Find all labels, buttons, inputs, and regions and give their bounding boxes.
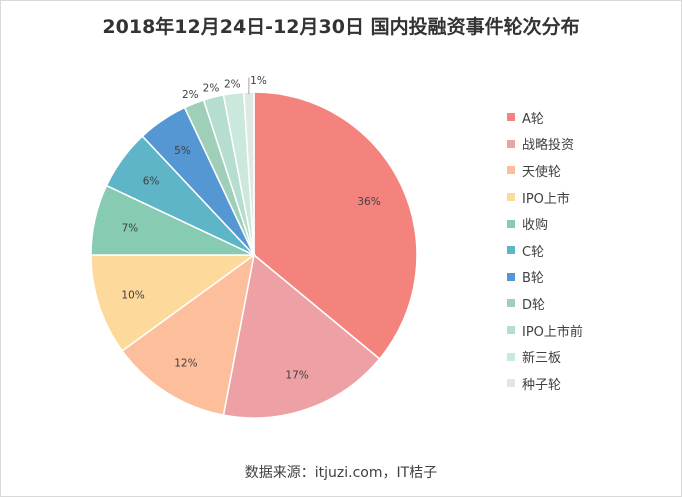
legend-label: IPO上市 (522, 191, 570, 207)
legend-item-1: A轮 (507, 104, 583, 131)
pie-slice-2 (222, 253, 381, 419)
legend-label: D轮 (522, 297, 546, 313)
legend-item-3: 天使轮 (507, 157, 583, 184)
data-label-8: 2% (182, 89, 199, 101)
legend: A轮战略投资天使轮 IPO上市收购 C轮 B轮 D轮 IPO上市前 新三板种子轮 (507, 104, 583, 397)
legend-item-7: B轮 (507, 264, 583, 291)
legend-swatch (507, 246, 515, 255)
data-label-6: 6% (143, 175, 160, 187)
data-label-5: 7% (122, 222, 139, 234)
pie-slice-1 (253, 91, 418, 360)
legend-item-8: D轮 (507, 290, 583, 317)
pie-slice-4 (90, 254, 257, 352)
legend-label: C轮 (522, 244, 545, 260)
legend-label: A轮 (522, 111, 544, 127)
source-note: 数据来源：itjuzi.com，IT桔子 (244, 465, 438, 481)
data-label-10: 2% (224, 78, 241, 90)
legend-label: B轮 (522, 271, 544, 287)
legend-label: IPO上市前 (522, 324, 583, 340)
data-label-7: 5% (174, 145, 191, 157)
legend-swatch (507, 326, 515, 335)
data-label-4: 10% (121, 289, 144, 301)
legend-label: 收购 (522, 218, 549, 234)
legend-label: 天使轮 (522, 164, 562, 180)
legend-item-2: 战略投资 (507, 131, 583, 158)
legend-swatch (507, 352, 515, 361)
data-label-11: 1% (250, 75, 267, 87)
legend-swatch (507, 193, 515, 202)
legend-item-5: 收购 (507, 210, 583, 237)
legend-label: 战略投资 (522, 138, 575, 154)
legend-item-10: 新三板 (507, 343, 583, 370)
legend-swatch (507, 299, 515, 308)
legend-item-9: IPO上市前 (507, 317, 583, 344)
legend-swatch (507, 219, 515, 228)
chart-title: 2018年12月24日-12月30日 国内投融资事件轮次分布 (102, 16, 580, 38)
legend-item-4: IPO上市 (507, 184, 583, 211)
legend-label: 新三板 (522, 351, 562, 367)
data-label-9: 2% (203, 82, 220, 94)
data-label-3: 12% (174, 357, 197, 369)
pie-slice-3 (121, 253, 256, 416)
legend-item-11: 种子轮 (507, 370, 583, 397)
legend-swatch (507, 113, 515, 122)
legend-item-6: C轮 (507, 237, 583, 264)
leader-line-11 (248, 77, 250, 95)
legend-swatch (507, 139, 515, 148)
legend-label: 种子轮 (522, 377, 562, 393)
legend-swatch (507, 379, 515, 388)
legend-swatch (507, 166, 515, 175)
data-label-2: 17% (285, 370, 308, 382)
data-label-1: 36% (357, 196, 380, 208)
legend-swatch (507, 272, 515, 281)
